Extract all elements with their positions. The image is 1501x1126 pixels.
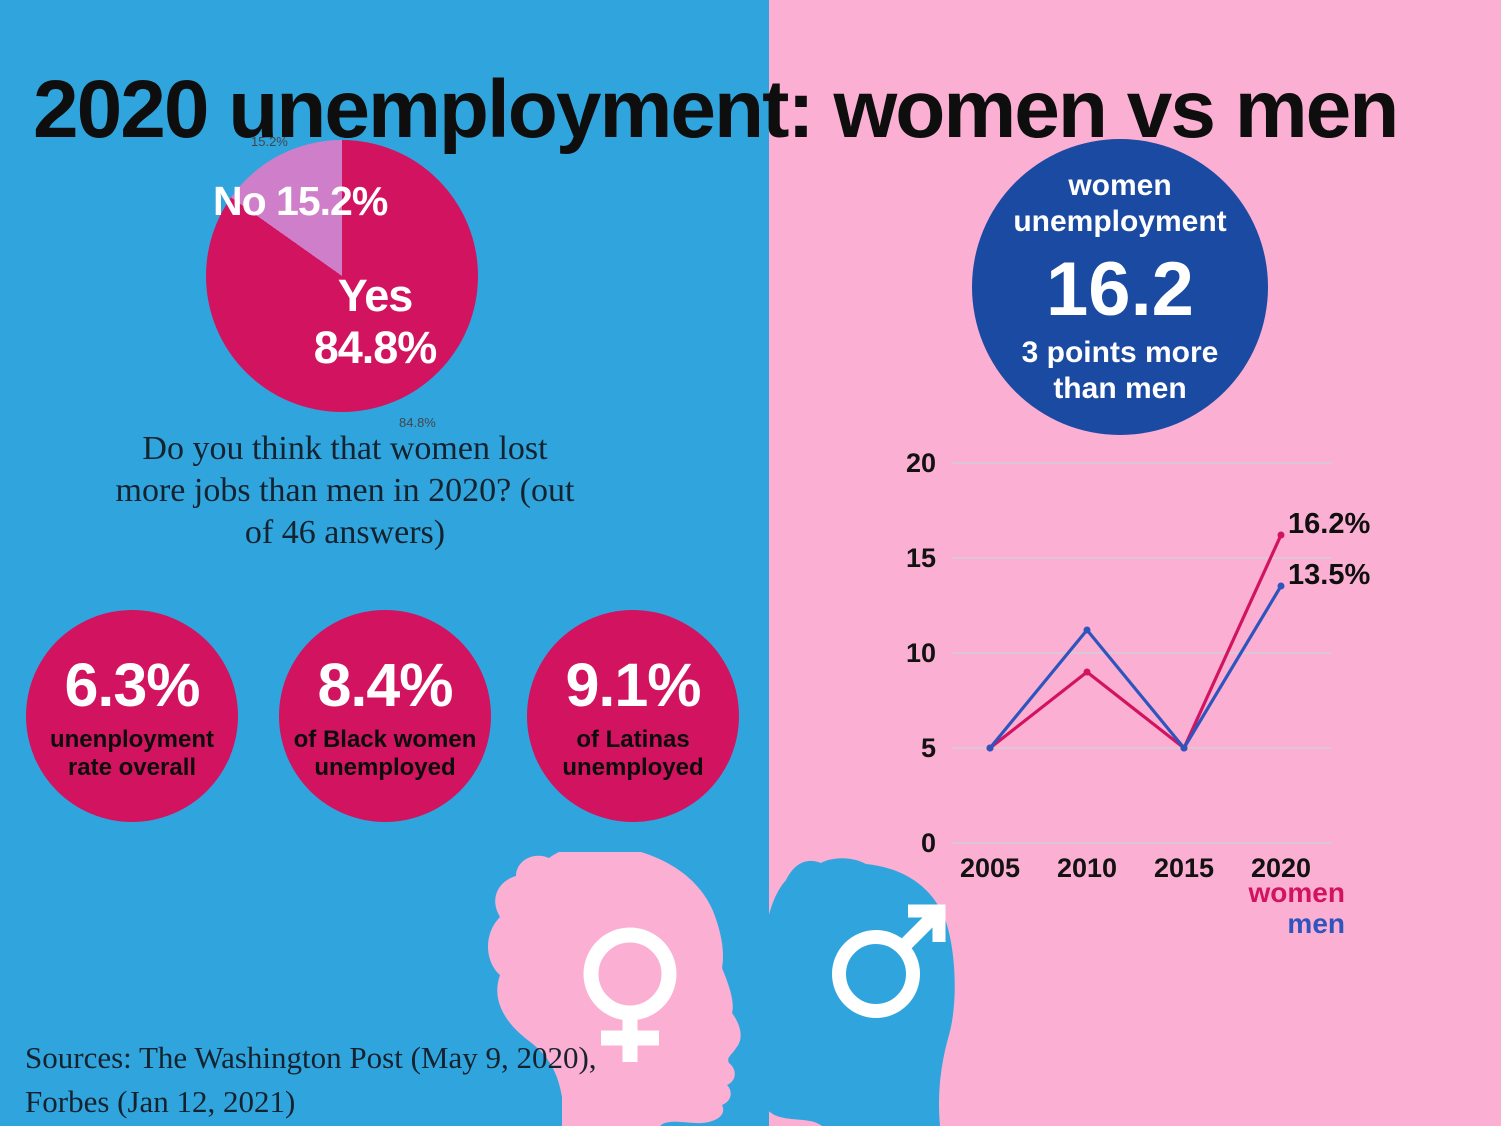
y-tick-0: 0 <box>921 828 936 858</box>
highlight-title: women unemployment <box>1013 168 1227 238</box>
stat-label: of Latinas unemployed <box>562 725 704 781</box>
page-title: 2020 unemployment: women vs men <box>33 63 1399 155</box>
pie-yes-label: Yes 84.8% <box>295 270 455 374</box>
unemployment-line-chart: 20 15 10 5 0 2005 2010 2015 2020 16.2% 1… <box>906 448 1370 939</box>
women-unemployment-highlight-circle: women unemployment 16.2 3 points more th… <box>972 139 1268 435</box>
sources-note: Sources: The Washington Post (May 9, 202… <box>25 1036 597 1124</box>
stat-circle-latinas: 9.1% of Latinas unemployed <box>527 610 739 822</box>
x-tick-2005: 2005 <box>960 853 1020 883</box>
sources-line-2: Forbes (Jan 12, 2021) <box>25 1084 296 1120</box>
women-endpoint-annotation: 16.2% <box>1288 508 1370 540</box>
stat-circle-black-women: 8.4% of Black women unemployed <box>279 610 491 822</box>
stat-label: of Black women unemployed <box>293 725 477 781</box>
men-endpoint-annotation: 13.5% <box>1288 559 1370 591</box>
women-series-markers <box>986 531 1285 752</box>
women-series-line <box>989 534 1283 751</box>
survey-question: Do you think that women lost more jobs t… <box>95 428 595 554</box>
female-head-silhouette <box>488 852 741 1126</box>
male-gender-symbol-icon <box>832 904 946 1018</box>
survey-pie-chart <box>206 140 478 412</box>
face-silhouettes <box>488 852 955 1126</box>
sources-line-1: Sources: The Washington Post (May 9, 202… <box>25 1040 597 1075</box>
x-tick-2020: 2020 <box>1251 853 1311 883</box>
pie-slice-callout-no: 15.2% <box>251 134 288 149</box>
men-series-line <box>988 585 1283 751</box>
x-tick-2010: 2010 <box>1057 853 1117 883</box>
x-tick-2015: 2015 <box>1154 853 1214 883</box>
stat-value: 6.3% <box>64 650 200 719</box>
x-axis-tick-labels: 2005 2010 2015 2020 <box>960 853 1311 883</box>
pie-yes-label-word: Yes <box>337 270 414 321</box>
highlight-value: 16.2 <box>1046 246 1194 332</box>
stat-circle-overall: 6.3% unenployment rate overall <box>26 610 238 822</box>
y-tick-10: 10 <box>906 638 936 668</box>
survey-question-line-1: Do you think that women lost <box>142 430 548 467</box>
female-gender-symbol-icon <box>583 927 677 1062</box>
stat-value: 8.4% <box>317 650 453 719</box>
pie-slice-callout-yes: 84.8% <box>399 415 436 430</box>
stat-label: unenployment rate overall <box>49 725 214 781</box>
legend-women: women <box>1248 877 1345 908</box>
legend-men: men <box>1287 908 1345 939</box>
y-tick-15: 15 <box>906 543 936 573</box>
chart-gridlines <box>952 462 1332 844</box>
stat-value: 9.1% <box>565 650 701 719</box>
y-tick-5: 5 <box>921 733 936 763</box>
men-series-markers <box>986 582 1285 752</box>
male-head-silhouette <box>753 858 955 1126</box>
y-tick-20: 20 <box>906 448 936 478</box>
pie-yes-label-value: 84.8% <box>313 322 438 374</box>
y-axis-tick-labels: 20 15 10 5 0 <box>906 448 936 858</box>
survey-question-line-3: of 46 answers) <box>244 514 446 552</box>
survey-question-line-2: more jobs than men in 2020? (out <box>115 472 575 510</box>
pie-no-label: No 15.2% <box>213 178 388 224</box>
highlight-subtitle: 3 points more than men <box>1021 335 1219 405</box>
